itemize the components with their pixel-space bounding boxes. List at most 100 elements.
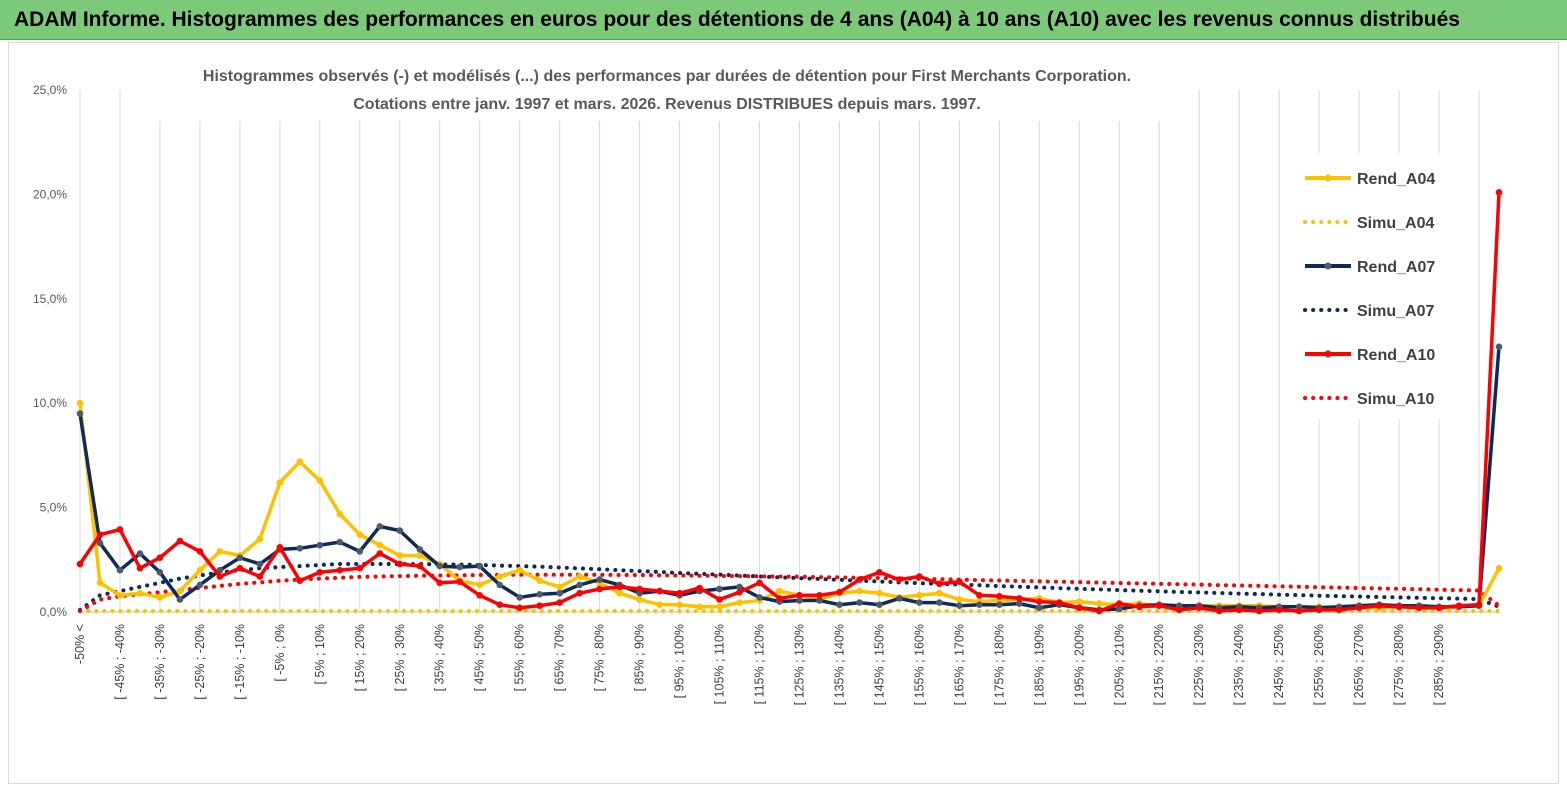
data-point <box>416 562 424 570</box>
data-point <box>256 573 264 580</box>
x-tick-label: [ 45% ; 50% <box>473 624 487 691</box>
data-point <box>436 562 444 570</box>
x-tick-label: [ 205% ; 210% <box>1112 624 1126 705</box>
x-tick-label: [ -15% ; -10% <box>233 624 247 700</box>
data-point <box>516 594 523 601</box>
data-point <box>496 573 504 580</box>
data-point <box>176 596 184 603</box>
data-point <box>296 458 304 466</box>
x-tick-label: [ 195% ; 200% <box>1072 624 1086 705</box>
legend-entry-rend-a10: Rend_A10 <box>1305 347 1435 364</box>
data-point <box>596 585 603 593</box>
x-tick-label: [ 75% ; 80% <box>593 624 607 691</box>
legend-label: Rend_A07 <box>1357 259 1435 276</box>
legend-label: Rend_A04 <box>1357 171 1435 188</box>
data-point <box>676 601 683 608</box>
data-point <box>536 577 543 584</box>
data-point <box>1096 600 1103 607</box>
data-point <box>1016 600 1023 607</box>
data-point <box>516 604 523 612</box>
data-point <box>116 566 124 574</box>
data-point <box>376 541 384 549</box>
legend-label: Simu_A04 <box>1357 215 1434 232</box>
data-point <box>1315 606 1323 614</box>
data-point <box>1096 607 1103 615</box>
x-tick-label: [ 105% ; 110% <box>713 624 727 704</box>
x-tick-label: [ 125% ; 130% <box>793 624 807 705</box>
legend-label: Simu_A07 <box>1357 303 1434 320</box>
data-point <box>816 592 823 599</box>
data-point <box>936 580 943 588</box>
y-tick-label: 15,0% <box>33 292 67 306</box>
data-point <box>976 592 983 599</box>
x-tick-label: [ 135% ; 140% <box>833 624 847 705</box>
x-tick-label: [ 55% ; 60% <box>513 624 527 691</box>
data-point <box>496 601 504 608</box>
data-point <box>1415 604 1423 612</box>
data-point <box>316 541 324 549</box>
data-point <box>356 564 364 572</box>
data-point <box>216 548 224 555</box>
x-tick-label: -50% < <box>73 624 87 664</box>
data-point <box>856 587 863 595</box>
data-point <box>236 564 244 572</box>
data-point <box>256 535 264 543</box>
data-point <box>916 592 923 599</box>
data-point <box>416 552 424 559</box>
x-tick-label: [ 85% ; 90% <box>633 624 647 691</box>
chart-title-line-2: Cotations entre janv. 1997 et mars. 2026… <box>353 96 981 113</box>
x-tick-label: [ 225% ; 230% <box>1192 624 1206 705</box>
data-point <box>396 527 404 534</box>
data-point <box>556 583 563 591</box>
data-point <box>876 589 883 597</box>
report-banner: ADAM Informe. Histogrammes des performan… <box>0 0 1567 40</box>
data-point <box>936 599 943 606</box>
data-point <box>1455 602 1463 609</box>
data-point <box>1475 601 1483 608</box>
data-point <box>576 573 583 580</box>
data-point <box>1016 595 1023 602</box>
data-point <box>76 560 84 568</box>
legend-marker <box>1324 262 1332 270</box>
data-point <box>136 550 144 557</box>
data-point <box>1076 598 1083 605</box>
data-point <box>436 579 444 587</box>
data-point <box>576 581 583 589</box>
data-point <box>416 546 424 553</box>
data-point <box>296 577 304 584</box>
data-point <box>336 510 344 518</box>
data-point <box>216 573 224 580</box>
x-tick-label: [ -25% ; -20% <box>193 624 207 700</box>
data-point <box>256 560 264 568</box>
legend-entry-rend-a07: Rend_A07 <box>1305 259 1435 276</box>
data-point <box>476 562 484 570</box>
x-tick-label: [ 145% ; 150% <box>872 624 886 705</box>
data-point <box>916 599 923 606</box>
data-point <box>656 601 663 608</box>
data-point <box>196 566 204 574</box>
data-point <box>1036 598 1043 605</box>
x-tick-label: [ 175% ; 180% <box>992 624 1006 705</box>
data-point <box>196 581 204 589</box>
data-point <box>976 601 983 608</box>
data-point <box>296 545 304 552</box>
x-tick-label: [ 15% ; 20% <box>353 624 367 691</box>
series-rend-a07 <box>76 343 1503 614</box>
x-tick-label: [ -5% ; 0% <box>273 624 287 682</box>
data-point <box>896 576 903 583</box>
x-tick-label: [ 25% ; 30% <box>393 624 407 691</box>
data-point <box>176 537 184 545</box>
legend: Rend_A04 Simu_A04 Rend_A07 Simu_A07 Rend_A10… <box>1295 153 1455 419</box>
legend-entry-simu-a10: Simu_A10 <box>1303 391 1434 408</box>
series-simu-a10 <box>78 572 1501 613</box>
x-tick-label: [ 215% ; 220% <box>1152 624 1166 705</box>
data-point <box>876 569 883 576</box>
legend-entry-simu-a07: Simu_A07 <box>1303 303 1434 320</box>
chart-title: Histogrammes observés (-) et modélisés (… <box>149 59 1189 121</box>
x-tick-label: [ 165% ; 170% <box>952 624 966 705</box>
x-tick-label: [ 255% ; 260% <box>1312 624 1326 705</box>
data-point <box>596 576 603 583</box>
data-point <box>176 587 184 595</box>
data-point <box>476 581 484 589</box>
data-point <box>696 603 703 611</box>
